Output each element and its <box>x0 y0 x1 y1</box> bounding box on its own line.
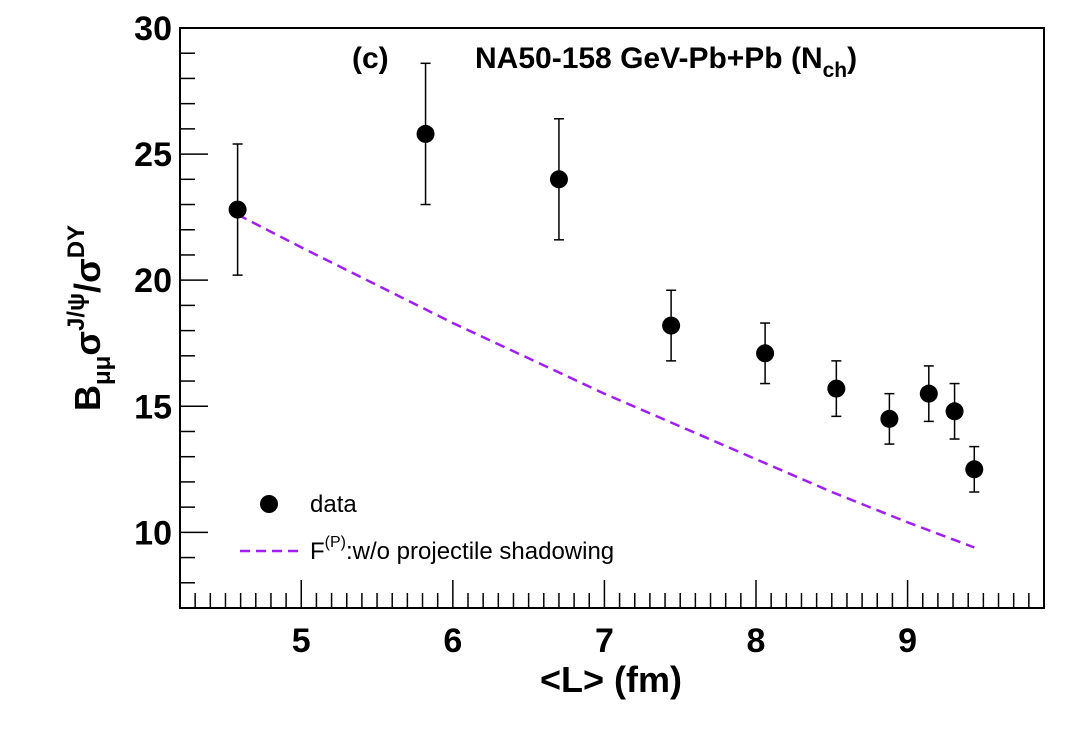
y-axis-title-sigma: σ <box>67 331 108 356</box>
x-tick-label: 8 <box>747 622 766 660</box>
x-tick-label: 5 <box>292 622 311 660</box>
chart: 5 6 7 8 9 10 15 20 25 30 (c) NA50-158 GeV-Pb+Pb … <box>0 0 1080 731</box>
legend-line-label-rest: :w/o projectile shadowing <box>346 538 614 565</box>
axis-ticks <box>180 28 1044 608</box>
y-tick-labels: 10 15 20 25 30 <box>134 10 172 552</box>
legend-line-label-main: F <box>310 538 325 565</box>
legend-line-label: F(P):w/o projectile shadowing <box>310 534 614 565</box>
y-axis-title-b: B <box>67 385 108 411</box>
chart-title-close: ) <box>847 42 857 75</box>
data-points <box>229 63 984 492</box>
chart-title: NA50-158 GeV-Pb+Pb (Nch) <box>475 42 857 82</box>
y-tick-label: 30 <box>134 10 172 48</box>
data-point <box>550 170 568 188</box>
data-point <box>965 460 983 478</box>
data-point <box>880 410 898 428</box>
x-tick-label: 7 <box>595 622 614 660</box>
x-axis-title: <L> (fm) <box>540 659 682 700</box>
data-point <box>662 317 680 335</box>
legend: data F(P):w/o projectile shadowing <box>240 491 614 565</box>
x-tick-label: 9 <box>898 622 917 660</box>
y-tick-label: 20 <box>134 262 172 300</box>
panel-label: (c) <box>352 42 389 75</box>
y-axis-title-dy-sup: DY <box>63 225 90 258</box>
x-tick-labels: 5 6 7 8 9 <box>292 622 917 660</box>
y-tick-label: 25 <box>134 136 172 174</box>
data-point <box>946 402 964 420</box>
chart-title-main: NA50-158 GeV-Pb+Pb (N <box>475 42 823 75</box>
data-point <box>417 125 435 143</box>
y-axis-title-slash: /σ <box>67 258 108 293</box>
data-point <box>229 201 247 219</box>
plot-frame <box>180 28 1044 608</box>
y-tick-label: 15 <box>134 388 172 426</box>
data-point <box>827 380 845 398</box>
data-point <box>756 344 774 362</box>
y-axis-title-jpsi-sup: J/ψ <box>63 293 90 331</box>
y-axis-title: BμμσJ/ψ/σDY <box>63 225 116 411</box>
legend-line-label-sup: (P) <box>325 534 346 551</box>
chart-title-sub: ch <box>823 59 848 82</box>
y-axis-title-b-sub: μμ <box>89 356 116 385</box>
x-tick-label: 6 <box>443 622 462 660</box>
legend-data-marker <box>260 495 278 513</box>
data-point <box>920 385 938 403</box>
legend-data-label: data <box>310 491 357 518</box>
y-tick-label: 10 <box>134 514 172 552</box>
